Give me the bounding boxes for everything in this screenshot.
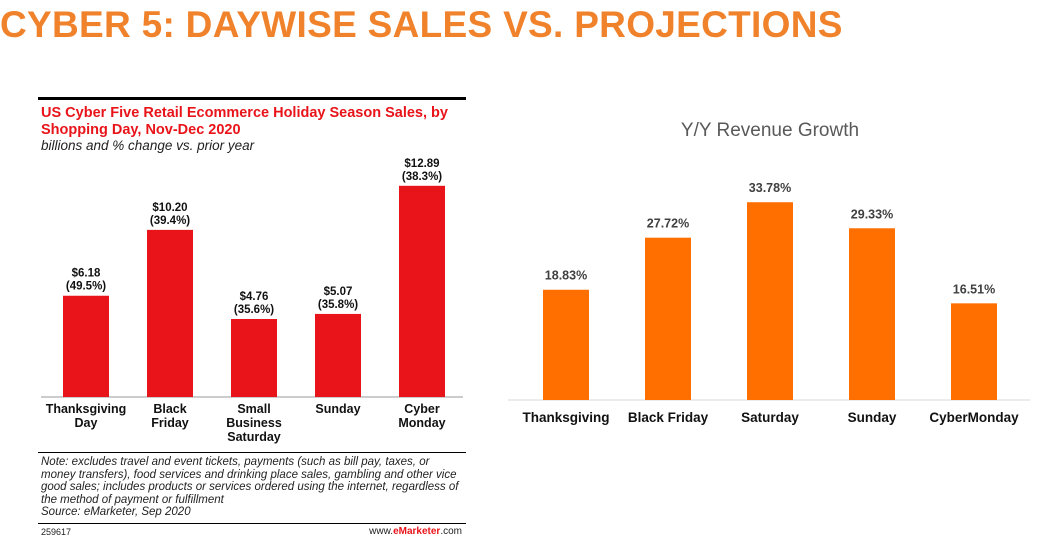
sales-value-label: $10.20 xyxy=(152,202,187,214)
growth-bar-chart: 18.83% Thanksgiving 27.72% Black Friday 33.7… xyxy=(508,181,1030,425)
sales-bar xyxy=(231,319,277,397)
growth-value-label: 33.78% xyxy=(749,181,791,195)
sales-category-label: Black xyxy=(153,402,186,416)
sales-pct-label: (35.6%) xyxy=(234,304,274,316)
sales-category-label: Day xyxy=(75,416,98,430)
sales-category-label: Business xyxy=(226,416,282,430)
footer-divider xyxy=(38,523,466,524)
sales-bar xyxy=(399,185,445,397)
growth-bar xyxy=(645,237,691,400)
note-text: Note: excludes travel and event tickets,… xyxy=(41,456,459,506)
sales-bar xyxy=(147,229,193,397)
growth-value-label: 16.51% xyxy=(953,282,995,296)
left-chart-subtitle: billions and % change vs. prior year xyxy=(41,138,255,153)
sales-pct-label: (35.8%) xyxy=(318,299,358,311)
sales-category-label: Small xyxy=(237,402,270,416)
sales-bar xyxy=(63,295,109,397)
growth-value-label: 29.33% xyxy=(851,207,893,221)
sales-category-label: Friday xyxy=(151,416,189,430)
sales-category-label: Thanksgiving xyxy=(46,402,127,416)
source-text: Source: eMarketer, Sep 2020 xyxy=(41,506,191,518)
sales-value-label: $6.18 xyxy=(72,268,101,280)
growth-category-label: Sunday xyxy=(848,410,897,425)
growth-bar xyxy=(951,303,997,400)
growth-value-label: 18.83% xyxy=(545,269,587,283)
growth-bar xyxy=(849,228,895,400)
growth-category-label: Saturday xyxy=(741,410,799,425)
sales-bar xyxy=(315,313,361,397)
growth-bar xyxy=(747,202,793,400)
sales-category-label: Monday xyxy=(398,416,445,430)
right-chart-title: Y/Y Revenue Growth xyxy=(680,120,860,141)
sales-pct-label: (38.3%) xyxy=(402,171,442,183)
sales-category-label: Sunday xyxy=(315,402,360,416)
chart-id: 259617 xyxy=(41,527,72,537)
sales-category-label: Cyber xyxy=(404,402,440,416)
sales-pct-label: (39.4%) xyxy=(150,215,190,227)
growth-category-label: Thanksgiving xyxy=(522,410,609,425)
sales-value-label: $4.76 xyxy=(240,291,269,303)
left-chart-title: US Cyber Five Retail Ecommerce Holiday S… xyxy=(41,105,448,138)
sales-value-label: $5.07 xyxy=(324,286,353,298)
growth-bar xyxy=(543,289,589,400)
sales-category-label: Saturday xyxy=(227,430,281,444)
page-title: CYBER 5: DAYWISE SALES VS. PROJECTIONS xyxy=(0,4,843,45)
site-brand: eMarketer xyxy=(393,526,441,537)
notes-divider xyxy=(38,452,466,453)
emarketer-link[interactable]: www.eMarketer.com xyxy=(369,526,462,537)
sales-pct-label: (49.5%) xyxy=(66,281,106,293)
growth-category-label: CyberMonday xyxy=(929,410,1019,425)
site-suffix: .com xyxy=(440,526,462,537)
growth-value-label: 27.72% xyxy=(647,217,689,231)
site-prefix: www. xyxy=(369,526,394,537)
top-rule xyxy=(38,97,466,100)
chart-notes: Note: excludes travel and event tickets,… xyxy=(41,456,461,519)
emarketer-chart-panel: US Cyber Five Retail Ecommerce Holiday S… xyxy=(38,97,466,542)
growth-category-label: Black Friday xyxy=(628,410,709,425)
sales-value-label: $12.89 xyxy=(404,158,439,170)
